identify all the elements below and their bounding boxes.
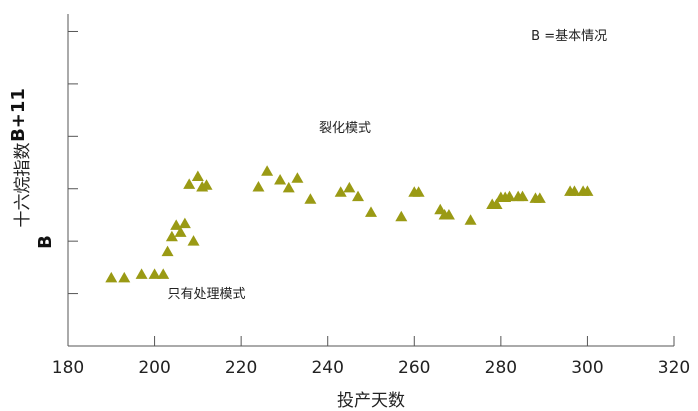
data-point-5: [161, 245, 174, 257]
data-point-36: [503, 190, 516, 202]
annotation-1: 只有处理模式: [168, 287, 246, 302]
data-point-33: [490, 198, 503, 209]
x-tick-label-220: 220: [225, 358, 257, 378]
data-point-22: [343, 181, 356, 193]
data-point-25: [395, 210, 408, 222]
data-point-38: [516, 190, 529, 202]
y-axis-label-b11: B+11: [8, 88, 29, 142]
data-point-7: [170, 219, 183, 230]
data-point-18: [282, 181, 295, 193]
x-tick-label-260: 260: [398, 358, 430, 378]
x-tick-label-180: 180: [52, 358, 84, 378]
data-points: [105, 165, 594, 283]
data-point-21: [334, 186, 347, 197]
data-point-19: [291, 172, 304, 183]
data-point-17: [274, 174, 287, 185]
data-point-42: [568, 185, 581, 196]
data-point-30: [442, 208, 455, 220]
x-tick-label-200: 200: [138, 358, 170, 378]
data-point-8: [174, 226, 187, 237]
x-tick-label-240: 240: [311, 358, 343, 378]
axes: 180 200 220 240 260 280 300 320: [52, 14, 690, 378]
data-point-15: [252, 180, 265, 192]
data-point-3: [148, 268, 161, 279]
data-point-10: [183, 178, 196, 189]
data-point-2: [135, 268, 148, 279]
y-axis-label-b: B: [35, 235, 56, 249]
x-tick-label-280: 280: [485, 358, 517, 378]
data-point-31: [464, 214, 477, 225]
data-point-44: [581, 185, 594, 196]
x-tick-label-300: 300: [571, 358, 603, 378]
annotation-0: 裂化模式: [319, 121, 371, 136]
x-axis-title: 投产天数: [337, 391, 405, 411]
data-point-6: [165, 230, 178, 242]
y-axis-title-group: 十六烷指数: [13, 143, 33, 228]
data-point-4: [157, 268, 170, 279]
data-point-9: [178, 217, 191, 229]
data-point-11: [187, 235, 200, 246]
data-point-0: [105, 271, 118, 283]
data-point-27: [412, 186, 425, 197]
data-point-12: [191, 170, 204, 182]
x-tick-label-320: 320: [658, 358, 690, 378]
data-point-1: [118, 271, 131, 283]
data-point-20: [304, 193, 317, 204]
data-point-24: [365, 206, 377, 217]
data-point-23: [352, 190, 365, 202]
data-point-40: [533, 192, 546, 203]
data-point-16: [261, 165, 274, 176]
y-axis-title: 十六烷指数: [13, 143, 33, 228]
data-point-14: [200, 179, 213, 190]
annotation-2: B =基本情况: [531, 29, 607, 44]
